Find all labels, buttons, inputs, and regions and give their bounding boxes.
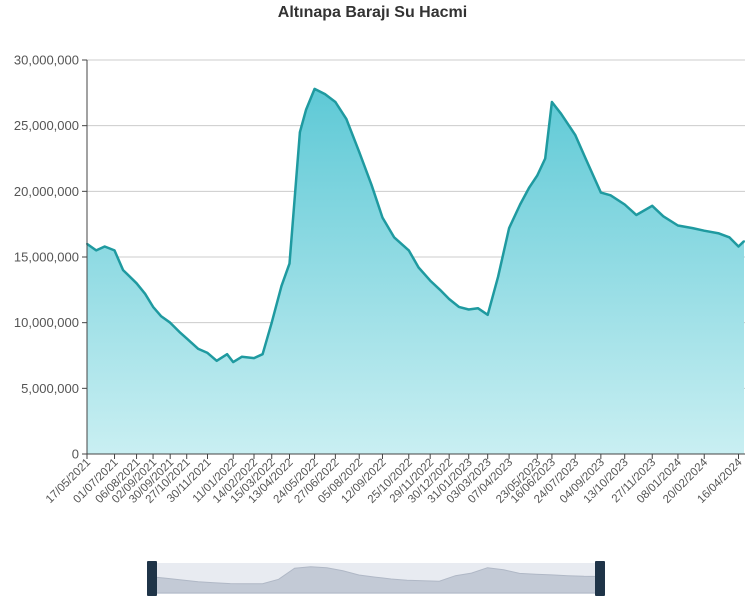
y-axis-ticks: 0 5,000,000 10,000,000 15,000,000 20,000,000… — [14, 53, 87, 462]
data-point — [497, 275, 500, 278]
data-point — [439, 288, 441, 291]
data-point — [261, 353, 264, 356]
data-point — [178, 330, 181, 333]
y-tick-label: 25,000,000 — [14, 118, 79, 133]
data-point — [280, 284, 283, 287]
data-point — [651, 204, 654, 207]
data-point — [448, 298, 451, 300]
data-point — [381, 216, 384, 219]
y-tick-label: 30,000,000 — [14, 53, 79, 68]
data-point — [122, 269, 125, 272]
data-point — [232, 361, 235, 364]
slider-overview-area — [149, 566, 601, 594]
data-point — [728, 236, 731, 239]
series-area — [87, 88, 744, 455]
x-axis-ticks: 17/05/202101/07/202106/08/202102/09/2021… — [44, 454, 745, 506]
data-point — [370, 183, 373, 186]
data-point — [95, 249, 98, 252]
chart-title: Altınapa Barajı Su Hacmi — [277, 4, 468, 21]
data-point — [717, 232, 720, 235]
data-point — [270, 321, 273, 324]
data-point — [635, 214, 638, 216]
data-point — [691, 227, 694, 230]
y-tick-label: 10,000,000 — [14, 315, 79, 330]
data-point — [703, 229, 706, 232]
y-tick-label: 20,000,000 — [14, 184, 79, 199]
data-point — [197, 347, 200, 350]
slider-handle-right[interactable] — [595, 561, 605, 596]
data-point — [508, 227, 511, 230]
data-point — [407, 249, 410, 252]
data-point — [560, 112, 563, 115]
data-point — [476, 307, 479, 310]
data-point — [240, 355, 243, 358]
data-point — [574, 133, 577, 136]
data-point — [144, 292, 147, 295]
data-point — [393, 236, 396, 239]
data-point — [160, 315, 162, 318]
data-point — [103, 245, 106, 248]
data-point — [457, 305, 460, 308]
y-tick-label: 0 — [72, 447, 79, 462]
data-point — [298, 131, 301, 134]
data-point — [676, 224, 679, 227]
data-point — [152, 305, 155, 308]
data-point — [135, 282, 138, 285]
data-point — [185, 337, 188, 340]
data-point — [623, 203, 626, 206]
data-zoom-slider[interactable] — [147, 561, 605, 596]
slider-handle-left[interactable] — [147, 561, 157, 596]
data-point — [226, 353, 229, 356]
data-point — [417, 266, 420, 269]
data-point — [528, 186, 531, 189]
data-point — [324, 93, 326, 96]
data-point — [544, 157, 547, 160]
data-point — [334, 101, 337, 103]
data-point — [609, 194, 612, 197]
data-point — [113, 249, 116, 252]
data-point — [215, 359, 218, 362]
y-tick-label: 5,000,000 — [21, 381, 79, 396]
data-point — [467, 308, 470, 311]
data-point — [536, 174, 539, 177]
data-point — [486, 313, 489, 316]
data-point — [313, 87, 316, 90]
data-point — [584, 157, 587, 160]
data-point — [737, 245, 740, 248]
data-point — [305, 108, 307, 111]
data-point — [288, 262, 291, 265]
data-point — [599, 191, 602, 194]
data-point — [519, 203, 522, 206]
data-point — [662, 215, 665, 218]
data-point — [345, 118, 348, 121]
data-point — [358, 150, 361, 153]
data-point — [206, 351, 209, 354]
y-tick-label: 15,000,000 — [14, 250, 79, 265]
data-point — [429, 279, 432, 282]
data-point — [169, 321, 172, 324]
data-point — [550, 101, 553, 103]
data-point — [253, 357, 255, 360]
